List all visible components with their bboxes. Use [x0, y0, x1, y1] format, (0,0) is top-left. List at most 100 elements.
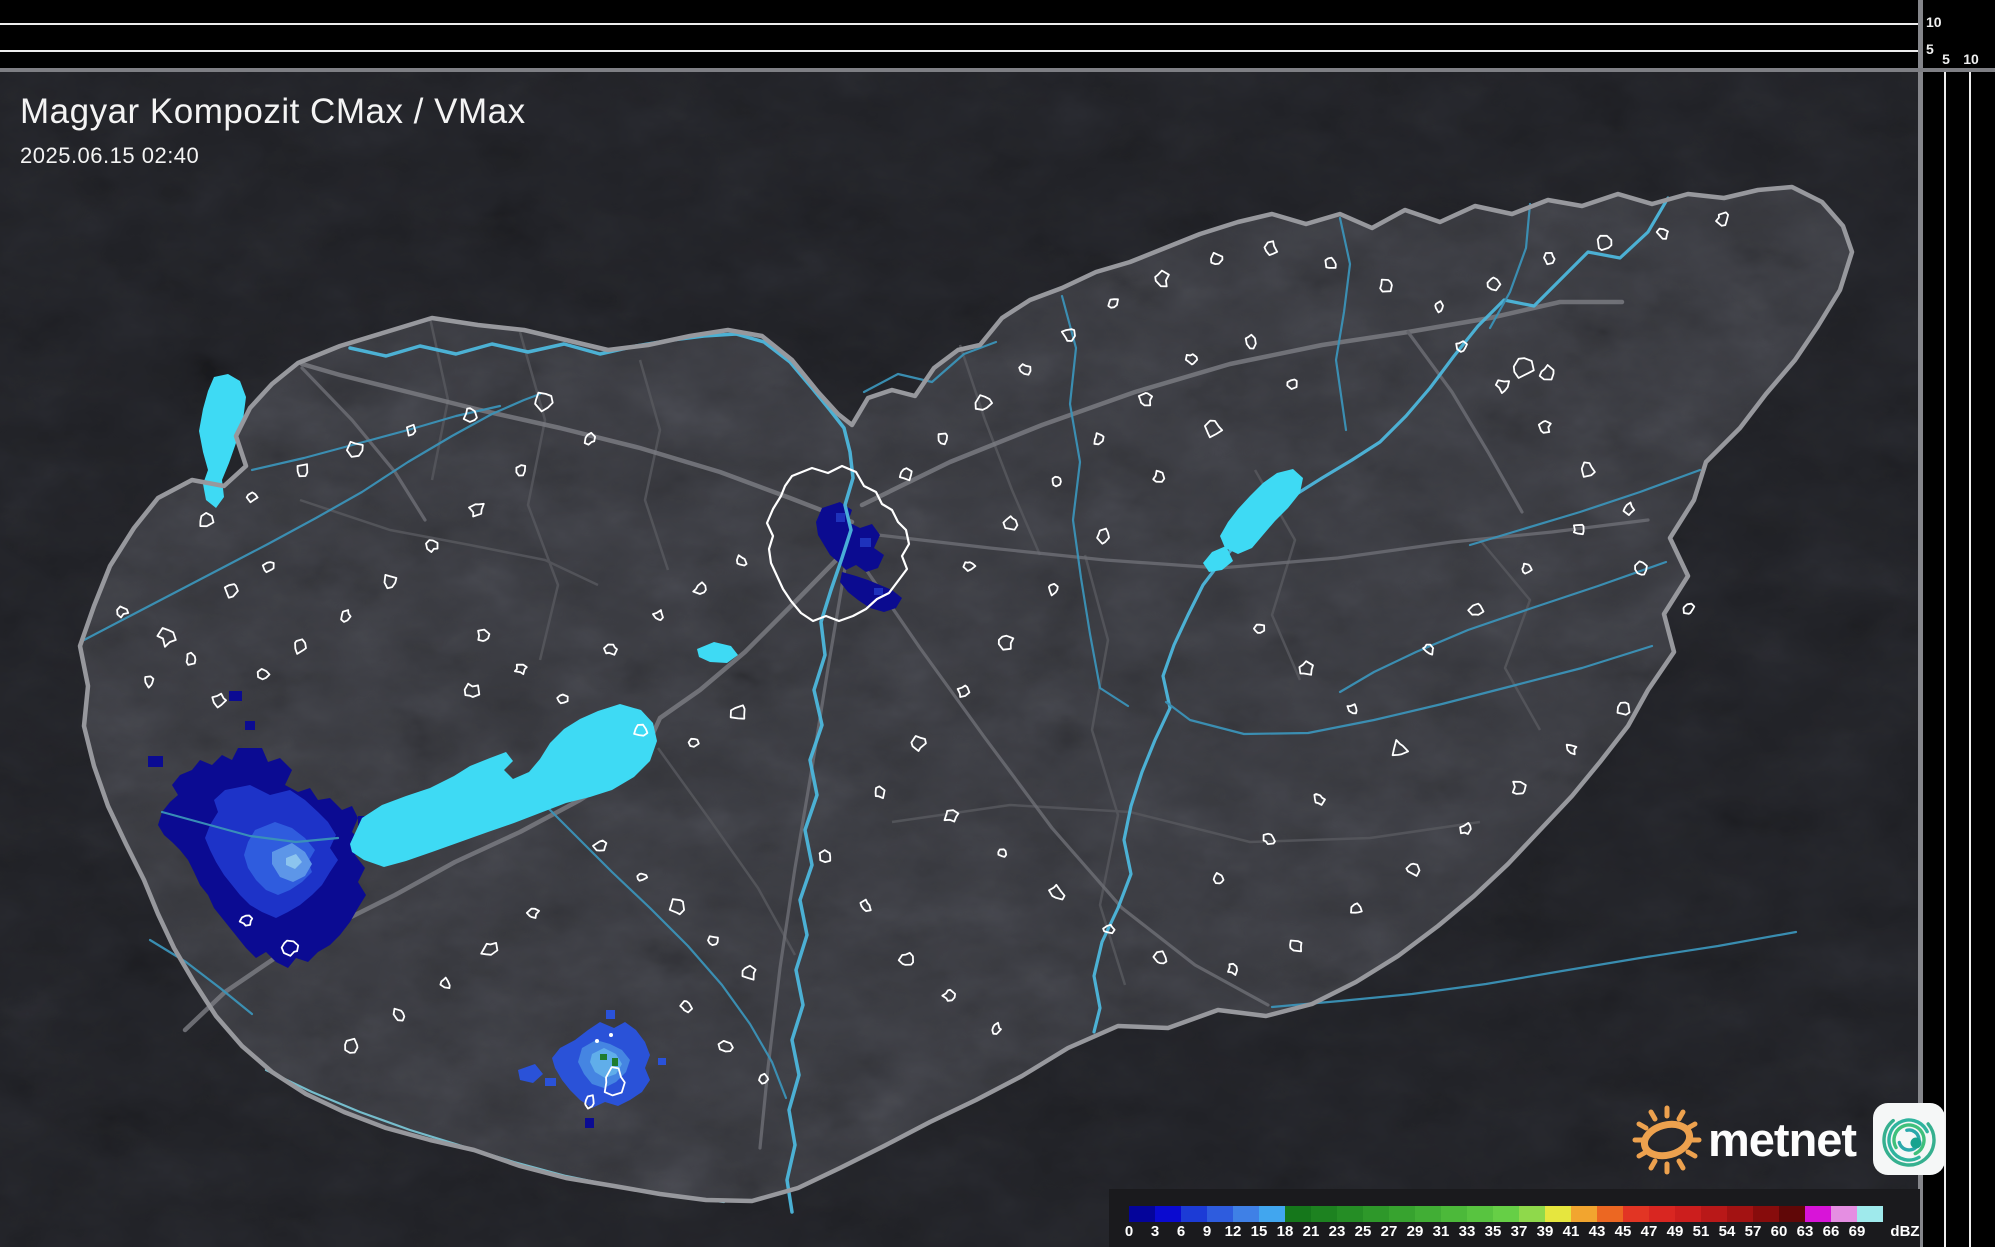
town-outline	[910, 735, 927, 752]
town-outline	[463, 682, 481, 698]
legend-tick: 45	[1614, 1223, 1632, 1240]
town-outlines	[116, 211, 1729, 1110]
town-outline	[1286, 378, 1298, 390]
legend-tick: 39	[1536, 1223, 1554, 1240]
legend-swatch	[1857, 1206, 1883, 1222]
legend-swatch	[1363, 1206, 1389, 1222]
town-outline	[383, 574, 398, 590]
panel-frame-horizontal	[0, 68, 1995, 72]
town-outline	[211, 692, 227, 709]
town-outline	[1263, 240, 1279, 256]
lake-balaton	[350, 704, 657, 867]
town-outline	[1137, 392, 1153, 407]
town-outline	[1093, 432, 1105, 446]
legend-tick: 31	[1432, 1223, 1450, 1240]
town-outline	[468, 502, 485, 518]
town-outline	[1634, 560, 1648, 576]
town-outline	[633, 723, 649, 737]
legend-swatch	[1415, 1206, 1441, 1222]
town-outline	[603, 643, 618, 656]
legend-tick: 63	[1796, 1223, 1814, 1240]
town-outline	[1565, 743, 1578, 756]
town-outline	[1227, 962, 1238, 976]
town-outline	[1405, 862, 1421, 877]
town-outline	[425, 539, 439, 553]
title-block: Magyar Kompozit CMax / VMax 2025.06.15 0…	[20, 92, 526, 169]
legend-swatch	[1441, 1206, 1467, 1222]
town-outline	[1511, 780, 1527, 795]
legend-swatch	[1831, 1206, 1857, 1222]
legend-tick: 23	[1328, 1223, 1346, 1240]
town-outline	[1096, 527, 1110, 545]
right-axis-tick-5: 5	[1942, 51, 1950, 67]
legend-tick: 69	[1848, 1223, 1866, 1240]
legend-swatch	[1623, 1206, 1649, 1222]
legend-tick: 47	[1640, 1223, 1658, 1240]
lake-ferto	[199, 374, 246, 508]
town-outline	[583, 431, 596, 446]
legend-swatch	[1519, 1206, 1545, 1222]
legend-unit: dBZ	[1890, 1223, 1920, 1240]
town-outline	[991, 1021, 1002, 1035]
town-outline	[223, 583, 239, 599]
legend-tick: 27	[1380, 1223, 1398, 1240]
town-outline	[1102, 923, 1116, 935]
legend-tick: 41	[1562, 1223, 1580, 1240]
legend-tick: 3	[1150, 1223, 1160, 1240]
top-panel-gridline-10km	[0, 23, 1918, 25]
legend-swatch	[1779, 1206, 1805, 1222]
town-outline	[1289, 939, 1303, 953]
town-outline	[1391, 739, 1409, 757]
precipitation-echoes	[148, 502, 902, 1128]
town-outline	[525, 907, 540, 919]
town-outline	[1655, 227, 1669, 240]
town-outline	[199, 512, 215, 528]
town-outline	[1184, 353, 1199, 366]
town-outline	[1495, 379, 1510, 394]
town-outline	[534, 391, 554, 413]
town-outline	[603, 1066, 626, 1097]
town-outline	[340, 609, 352, 623]
town-outline	[406, 423, 417, 437]
town-outline	[717, 1040, 734, 1053]
town-outline	[1060, 328, 1076, 342]
town-outline	[1616, 701, 1631, 716]
town-outline	[859, 898, 872, 912]
legend-tick: 0	[1124, 1223, 1134, 1240]
town-outline	[1048, 883, 1066, 901]
metnet-logo: metnet	[1628, 1098, 1946, 1180]
town-outline	[1154, 269, 1170, 288]
town-outline	[1537, 420, 1552, 434]
top-axis-tick-5: 5	[1926, 41, 1934, 57]
right-panel-gridline-10km	[1969, 70, 1971, 1247]
hungary-country-border	[77, 184, 1855, 1204]
town-outline	[692, 581, 707, 595]
legend-tick: 12	[1224, 1223, 1242, 1240]
town-outline	[652, 609, 664, 621]
town-outline	[1018, 363, 1032, 376]
town-outline	[1682, 602, 1696, 615]
town-outline	[296, 463, 309, 478]
danube-river	[348, 332, 855, 1214]
town-outline	[636, 872, 649, 882]
town-outline	[736, 554, 748, 567]
town-outline	[1543, 252, 1556, 266]
legend-swatch	[1597, 1206, 1623, 1222]
legend-tick: 43	[1588, 1223, 1606, 1240]
town-outline	[1346, 703, 1358, 715]
town-outline	[758, 1072, 770, 1085]
legend-tick: 6	[1176, 1223, 1186, 1240]
page-title: Magyar Kompozit CMax / VMax	[20, 92, 526, 131]
town-outline	[261, 561, 275, 574]
town-outline	[1051, 475, 1062, 488]
town-outline	[1622, 501, 1636, 516]
town-outline	[392, 1007, 406, 1022]
relief-shading	[0, 70, 1920, 1247]
legend-tick: 35	[1484, 1223, 1502, 1240]
town-outline	[1324, 256, 1337, 269]
town-outline	[1455, 340, 1468, 353]
town-outline	[344, 1037, 359, 1054]
town-outline	[1298, 660, 1314, 676]
